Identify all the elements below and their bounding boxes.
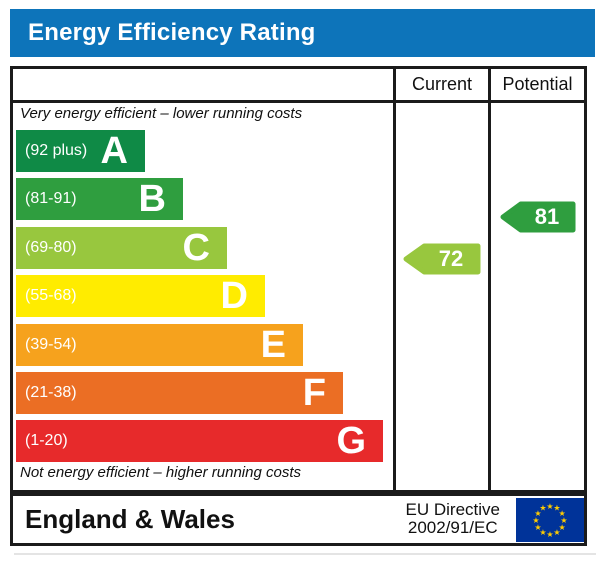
band-range-label: (21-38) xyxy=(25,384,77,401)
band-letter: A xyxy=(100,130,128,172)
svg-text:★: ★ xyxy=(560,516,567,525)
svg-text:★: ★ xyxy=(539,504,546,513)
left-arrow-shape xyxy=(403,243,481,275)
svg-text:★: ★ xyxy=(546,530,553,539)
current-rating-arrow: 72 xyxy=(403,242,482,276)
footer-bar: England & Wales EU Directive 2002/91/EC … xyxy=(10,493,587,546)
svg-text:★: ★ xyxy=(553,504,560,513)
svg-text:★: ★ xyxy=(539,528,546,537)
band-range-label: (39-54) xyxy=(25,336,77,353)
band-range-label: (92 plus) xyxy=(25,142,88,159)
current-rating-value: 72 xyxy=(438,246,464,271)
svg-text:★: ★ xyxy=(534,523,541,532)
svg-text:★: ★ xyxy=(534,509,541,518)
page-shadow-line xyxy=(14,553,596,555)
rating-band-row: (1-20) G xyxy=(16,420,383,462)
rating-band-row: (21-38) F xyxy=(16,372,343,414)
svg-text:★: ★ xyxy=(532,516,539,525)
svg-text:★: ★ xyxy=(553,528,560,537)
svg-text:★: ★ xyxy=(559,523,566,532)
band-letter: E xyxy=(260,324,286,366)
band-letter: F xyxy=(302,372,326,414)
svg-text:★: ★ xyxy=(546,502,553,511)
band-range-label: (69-80) xyxy=(25,239,77,256)
band-letter: G xyxy=(336,420,366,462)
eu-directive-line1: EU Directive xyxy=(405,500,500,519)
band-range-label: (81-91) xyxy=(25,190,77,207)
column-divider xyxy=(488,69,491,490)
eu-directive-line2: 2002/91/EC xyxy=(407,518,498,537)
rating-band-row: (81-91) B xyxy=(16,178,183,220)
band-letter: B xyxy=(138,178,166,220)
band-letter: C xyxy=(182,227,210,269)
page-title: Energy Efficiency Rating xyxy=(28,19,316,46)
eu-flag-icon: ★ ★★★★★★★★★★★ xyxy=(516,498,584,542)
potential-rating-arrow: 81 xyxy=(500,200,577,234)
column-header-current: Current xyxy=(411,74,473,94)
band-letter: D xyxy=(220,275,248,317)
top-caption: Very energy efficient – lower running co… xyxy=(20,105,303,122)
svg-text:★: ★ xyxy=(559,509,566,518)
rating-table: Current Potential Very energy efficient … xyxy=(10,66,587,493)
rating-band-row: (69-80) C xyxy=(16,227,227,269)
band-range-label: (55-68) xyxy=(25,287,77,304)
potential-rating-value: 81 xyxy=(534,204,560,229)
bottom-caption: Not energy efficient – higher running co… xyxy=(20,464,301,481)
rating-band-row: (92 plus) A xyxy=(16,130,145,172)
band-range-label: (1-20) xyxy=(25,432,68,449)
title-bar: Energy Efficiency Rating xyxy=(10,9,595,57)
header-row-divider xyxy=(13,100,584,103)
left-arrow-shape xyxy=(500,201,576,233)
column-header-potential: Potential xyxy=(502,74,573,94)
region-label: England & Wales xyxy=(25,504,235,534)
rating-band-row: (55-68) D xyxy=(16,275,265,317)
column-divider xyxy=(393,69,396,490)
eu-directive-text: EU Directive 2002/91/EC xyxy=(406,501,500,537)
rating-band-row: (39-54) E xyxy=(16,324,303,366)
